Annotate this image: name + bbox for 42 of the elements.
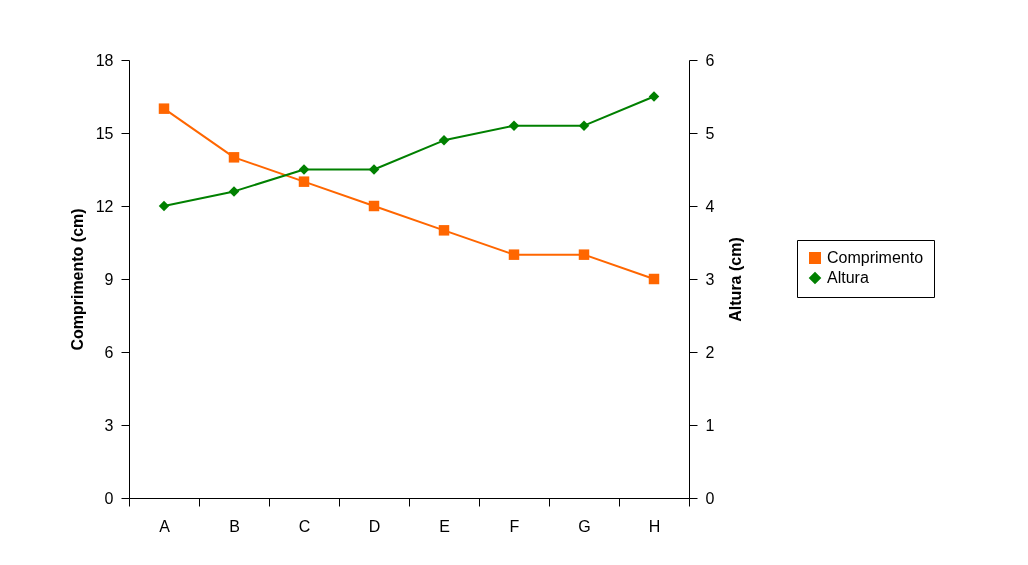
x-tick-label: A xyxy=(159,517,171,535)
point xyxy=(228,152,240,163)
y-tick-label: 12 xyxy=(95,197,114,215)
x-tick-label: F xyxy=(509,517,520,535)
x-tick-label: B xyxy=(229,517,240,535)
x-tick-label: D xyxy=(368,517,381,535)
x-tick-label: E xyxy=(439,517,450,535)
y-axis-title: Comprimento (cm) xyxy=(68,208,86,351)
y-tick-label: 6 xyxy=(104,343,114,361)
point xyxy=(438,225,450,236)
y2-tick-label: 6 xyxy=(705,51,715,69)
point xyxy=(368,164,380,175)
y2-tick-label: 0 xyxy=(705,489,715,507)
point xyxy=(578,249,590,260)
y2-axis-title: Altura (cm) xyxy=(727,237,745,322)
x-tick-label: G xyxy=(578,517,591,535)
legend-label: Altura xyxy=(827,269,869,286)
point xyxy=(648,91,660,102)
y-tick-label: 15 xyxy=(95,124,114,142)
y2-tick-label: 2 xyxy=(705,343,715,361)
point xyxy=(298,176,310,187)
y-tick-label: 3 xyxy=(104,416,114,434)
point xyxy=(508,249,520,260)
point xyxy=(298,164,310,175)
y2-tick-label: 1 xyxy=(705,416,715,434)
point xyxy=(578,120,590,131)
y-tick-label: 0 xyxy=(104,489,114,507)
y2-tick-label: 5 xyxy=(705,124,715,142)
point xyxy=(368,200,380,212)
y-tick-label: 9 xyxy=(104,270,114,288)
point xyxy=(158,103,170,114)
point xyxy=(228,186,240,197)
point xyxy=(648,273,660,285)
x-tick-label: H xyxy=(648,517,661,535)
point xyxy=(158,200,170,212)
y2-tick-label: 4 xyxy=(705,197,715,215)
y-tick-label: 18 xyxy=(95,51,114,69)
y2-tick-label: 3 xyxy=(705,270,715,288)
legend-label: Comprimento xyxy=(827,249,924,266)
x-tick-label: C xyxy=(298,517,311,535)
point xyxy=(438,135,450,146)
point xyxy=(508,120,520,131)
